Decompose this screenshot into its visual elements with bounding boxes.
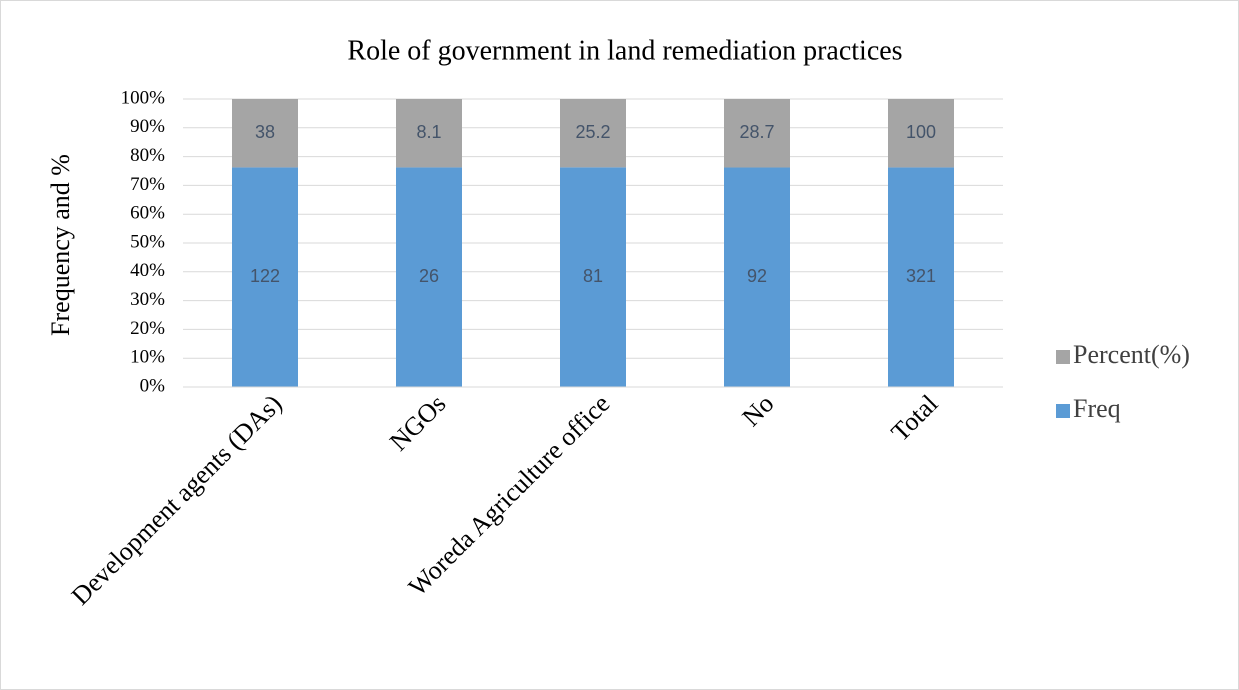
data-label: 38 bbox=[255, 122, 275, 142]
chart-title: Role of government in land remediation p… bbox=[347, 35, 902, 66]
legend-swatch bbox=[1056, 404, 1070, 418]
data-label: 122 bbox=[250, 266, 280, 286]
y-tick-label: 70% bbox=[130, 174, 165, 195]
bar-segment bbox=[888, 167, 954, 387]
y-tick-label: 40% bbox=[130, 260, 165, 281]
y-tick-label: 10% bbox=[130, 347, 165, 368]
bar-segment bbox=[724, 167, 790, 387]
data-label: 8.1 bbox=[416, 122, 441, 142]
y-tick-label: 0% bbox=[140, 375, 166, 396]
bar-segment bbox=[396, 99, 462, 168]
y-tick-label: 30% bbox=[130, 289, 165, 310]
legend-label: Percent(%) bbox=[1073, 340, 1190, 369]
y-tick-label: 90% bbox=[130, 116, 165, 137]
y-tick-label: 50% bbox=[130, 231, 165, 252]
bar-segment bbox=[560, 167, 626, 387]
bar-segment bbox=[396, 167, 462, 387]
bar-segment bbox=[888, 99, 954, 168]
legend-swatch bbox=[1056, 350, 1070, 364]
y-tick-label: 20% bbox=[130, 318, 165, 339]
legend-label: Freq bbox=[1073, 394, 1121, 423]
data-label: 25.2 bbox=[575, 122, 610, 142]
data-label: 92 bbox=[747, 266, 767, 286]
data-label: 321 bbox=[906, 266, 936, 286]
data-label: 28.7 bbox=[739, 122, 774, 142]
bar-segment bbox=[232, 99, 298, 168]
y-axis-label: Frequency and % bbox=[46, 154, 75, 336]
bar-segment bbox=[724, 99, 790, 168]
data-label: 26 bbox=[419, 266, 439, 286]
data-label: 81 bbox=[583, 266, 603, 286]
y-tick-label: 60% bbox=[130, 203, 165, 224]
data-label: 100 bbox=[906, 122, 936, 142]
y-tick-label: 100% bbox=[121, 87, 166, 108]
bar-segment bbox=[560, 99, 626, 168]
bar-segment bbox=[232, 167, 298, 387]
y-tick-label: 80% bbox=[130, 145, 165, 166]
